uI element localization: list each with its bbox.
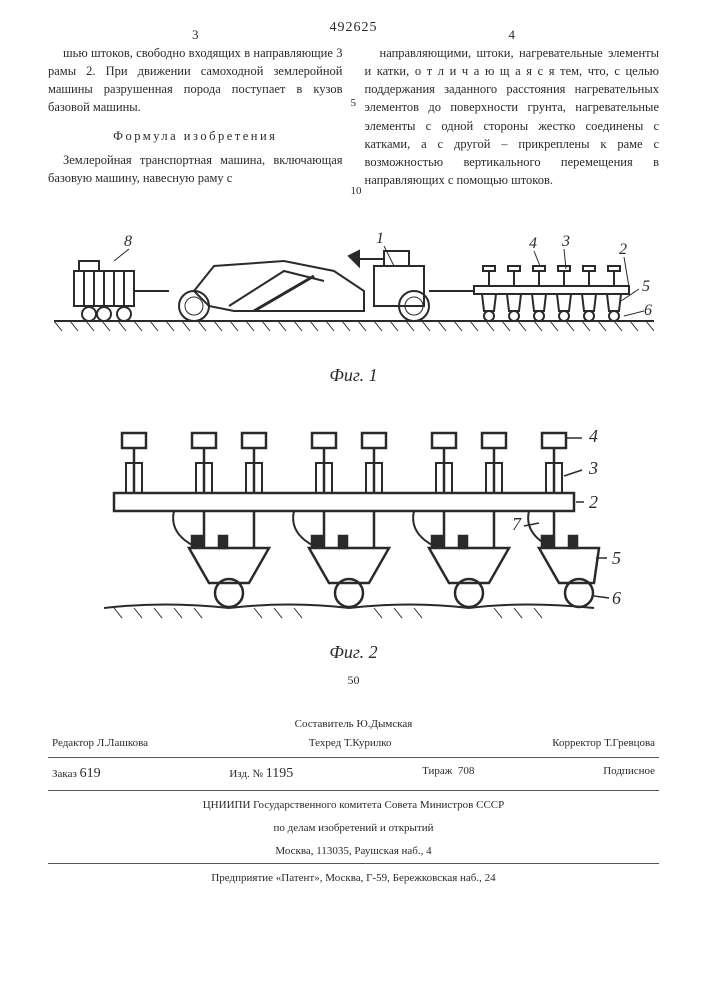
compiler-label: Составитель xyxy=(295,718,354,730)
left-para-2: Землеройная транспортная машина, включаю… xyxy=(48,151,343,187)
tir-num: 708 xyxy=(458,765,475,777)
izd-num: 1195 xyxy=(266,766,293,781)
left-para-1: шью штоков, свободно входящих в направля… xyxy=(48,44,343,117)
line-num-50: 50 xyxy=(48,673,659,688)
fig2-label-4: 4 xyxy=(589,426,598,446)
fig1-label-2: 2 xyxy=(619,241,627,258)
corrector-label: Корректор xyxy=(552,737,601,749)
figure-1: 8 1 4 3 2 5 6 Фиг. 1 xyxy=(48,211,659,386)
order-num: 619 xyxy=(80,766,101,781)
editor-label: Редактор xyxy=(52,737,94,749)
press-line: Предприятие «Патент», Москва, Г-59, Бере… xyxy=(48,870,659,887)
editor-name: Л.Лашкова xyxy=(97,737,148,749)
org-line-3: Москва, 113035, Раушская наб., 4 xyxy=(48,843,659,860)
line-num-5: 5 xyxy=(351,96,357,112)
fig2-label-3: 3 xyxy=(588,458,598,478)
fig1-label-8: 8 xyxy=(124,233,132,250)
patent-number: 492625 xyxy=(48,20,659,36)
formula-heading: Формула изобретения xyxy=(48,127,343,145)
org-line-1: ЦНИИПИ Государственного комитета Совета … xyxy=(48,797,659,814)
tir-label: Тираж xyxy=(422,765,452,777)
fig1-label-3: 3 xyxy=(561,233,570,250)
right-para-1: направляющими, штоки, нагревательные эле… xyxy=(365,44,660,189)
subscription: Подписное xyxy=(603,763,655,785)
fig2-label-5: 5 xyxy=(612,548,621,568)
compiler-name: Ю.Дымская xyxy=(356,718,412,730)
org-line-2: по делам изобретений и открытий xyxy=(48,820,659,837)
order-label: Заказ xyxy=(52,768,77,780)
right-column: 4 5 10 направляющими, штоки, нагреватель… xyxy=(365,44,660,189)
fig2-label-7: 7 xyxy=(512,514,522,534)
izd-label: Изд. № xyxy=(229,768,263,780)
fig2-label-6: 6 xyxy=(612,588,621,608)
corrector-name: Т.Гревцова xyxy=(604,737,655,749)
fig1-label-5: 5 xyxy=(642,278,650,295)
fig2-caption: Фиг. 2 xyxy=(48,642,659,663)
col-num-left: 3 xyxy=(192,26,199,45)
fig2-label-2: 2 xyxy=(589,492,598,512)
imprint-block: Составитель Ю.Дымская Редактор Л.Лашкова… xyxy=(48,716,659,887)
techred-label: Техред xyxy=(309,737,341,749)
fig1-label-4: 4 xyxy=(529,235,537,252)
line-num-10: 10 xyxy=(351,184,362,200)
figure-2: 4 3 2 7 5 6 Фиг. 2 xyxy=(48,408,659,663)
techred-name: Т.Курилко xyxy=(344,737,392,749)
col-num-right: 4 xyxy=(509,26,516,45)
fig1-label-6: 6 xyxy=(644,302,652,319)
fig1-caption: Фиг. 1 xyxy=(48,365,659,386)
text-columns: 3 шью штоков, свободно входящих в направ… xyxy=(48,44,659,189)
fig1-label-1: 1 xyxy=(376,230,384,247)
left-column: 3 шью штоков, свободно входящих в направ… xyxy=(48,44,343,189)
